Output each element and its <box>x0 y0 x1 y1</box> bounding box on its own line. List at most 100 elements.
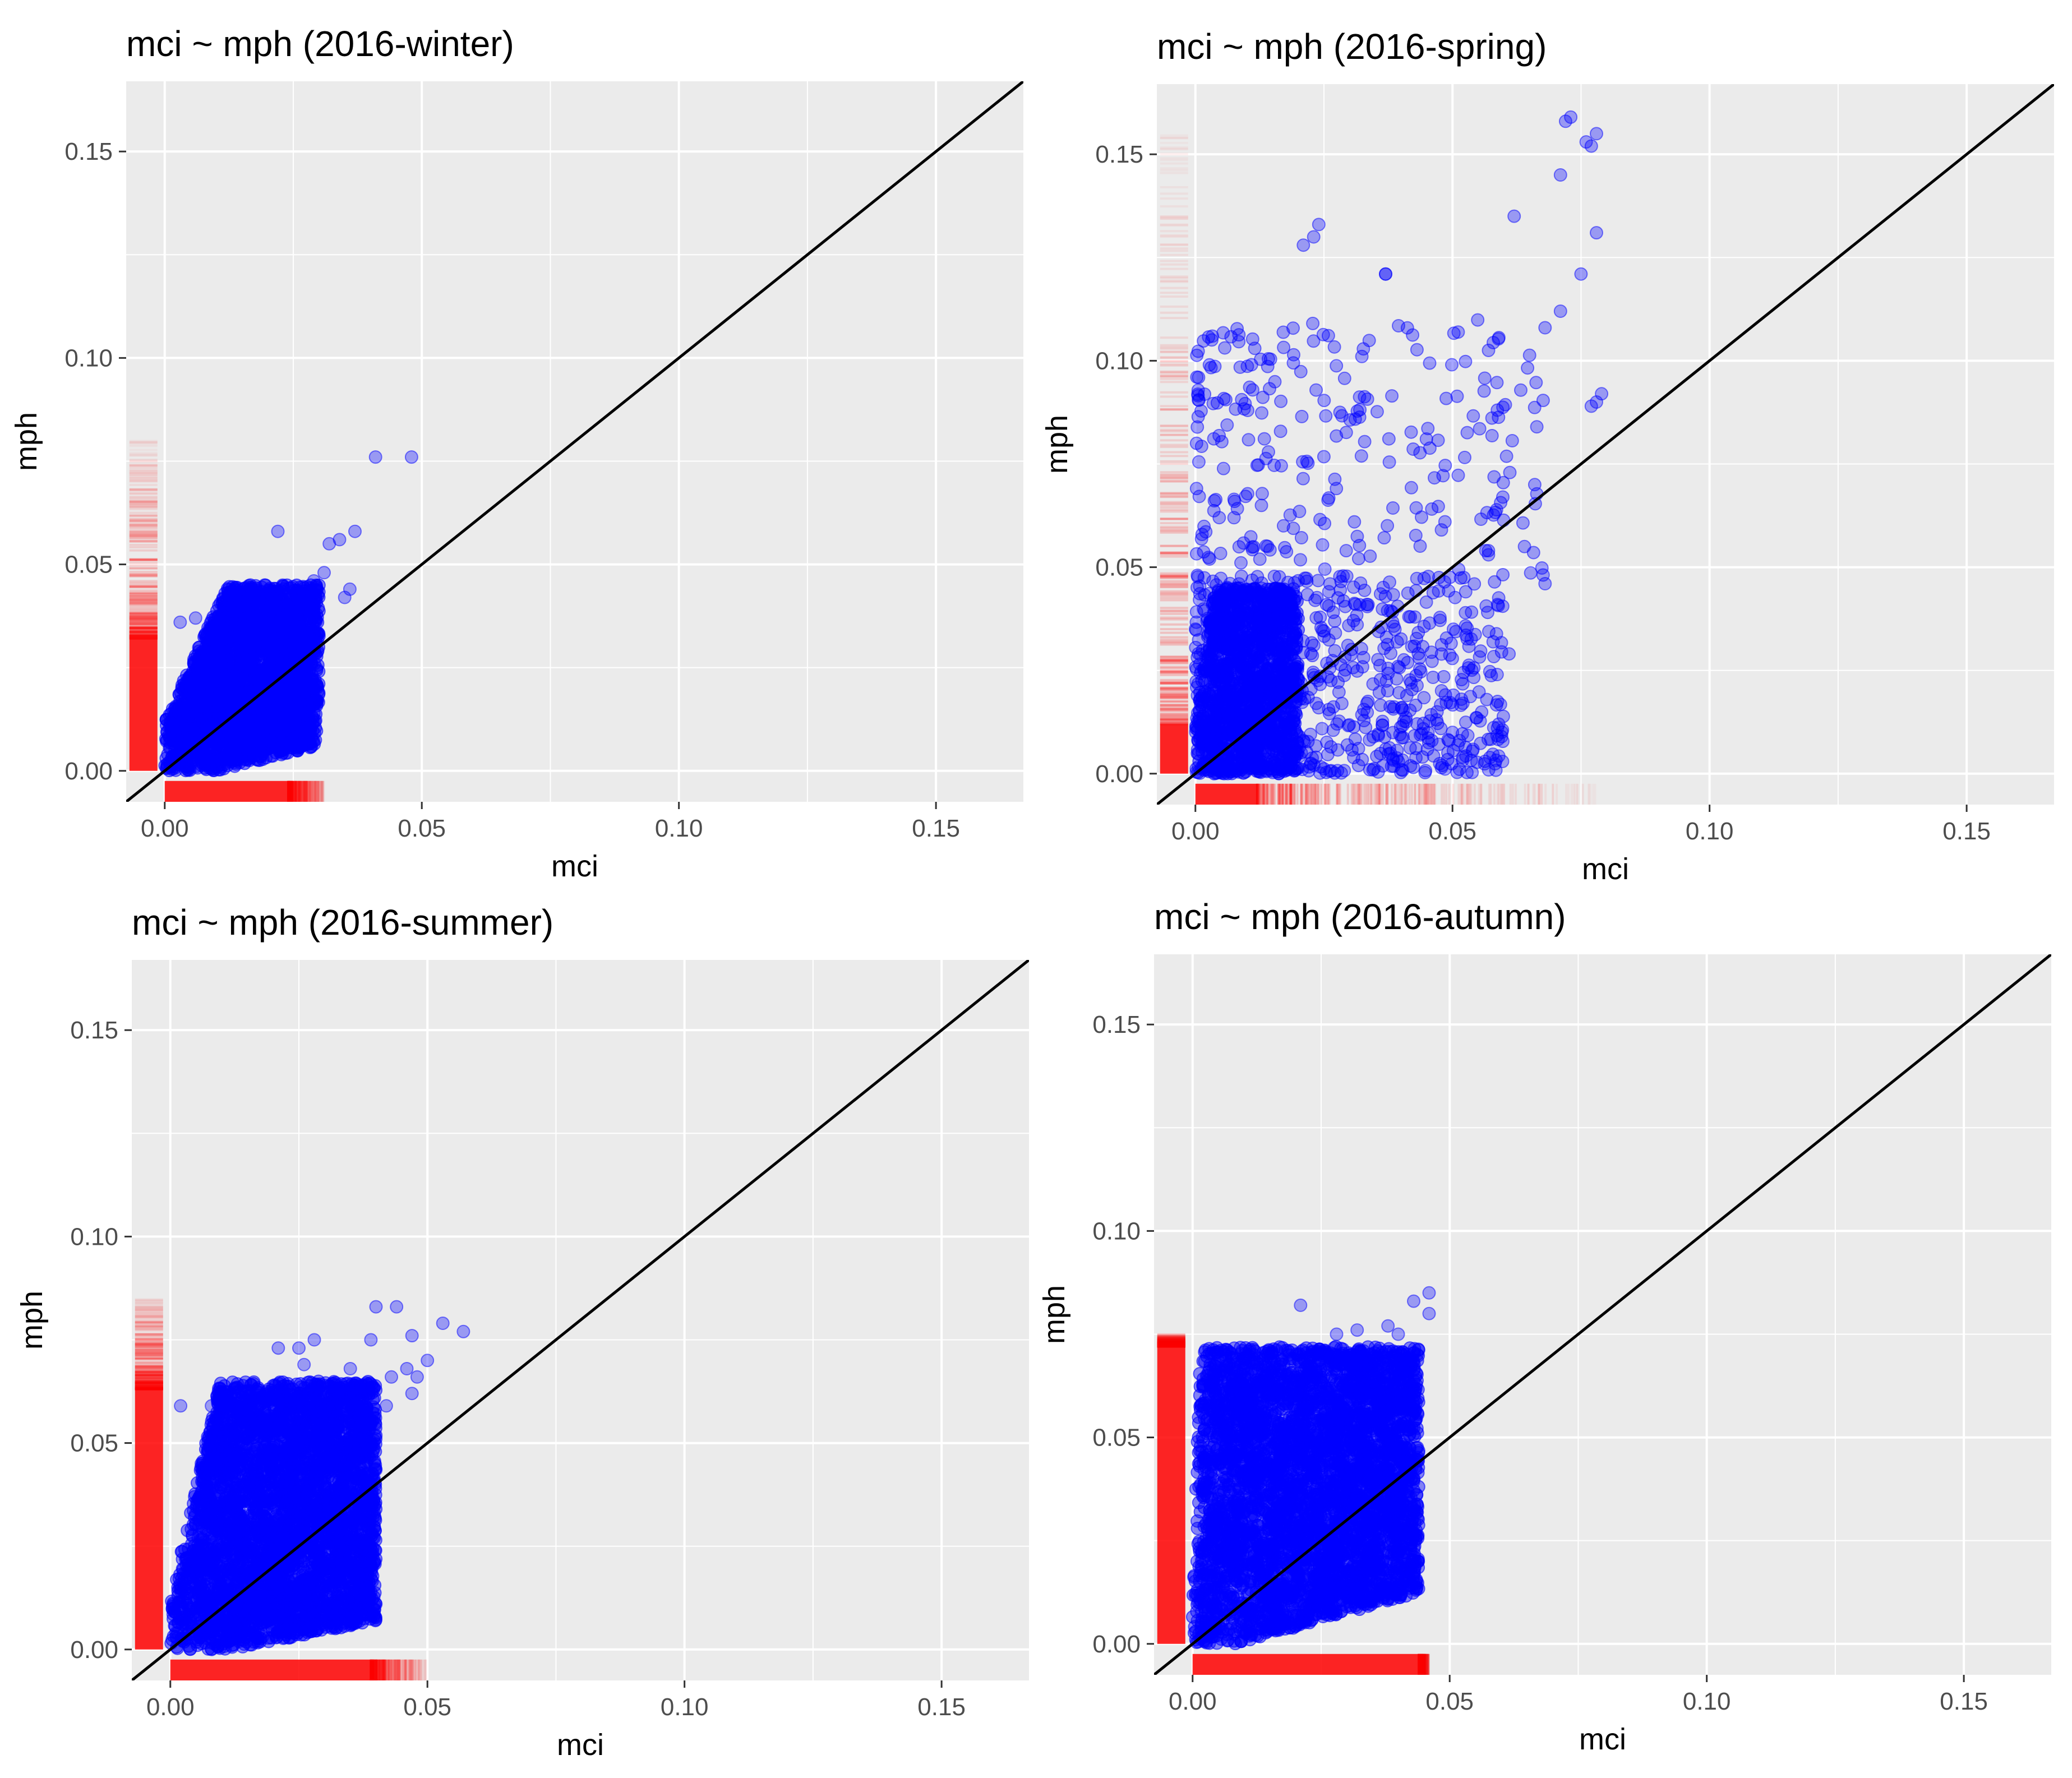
x-rug-tick <box>1480 783 1483 805</box>
x-rug-tick <box>1493 783 1496 805</box>
x-rug-tick <box>301 781 303 802</box>
y-rug-tick <box>129 602 158 605</box>
x-rug-tick <box>1379 783 1382 805</box>
y-rug-tick <box>1160 163 1188 165</box>
x-rug-tick <box>294 781 297 802</box>
x-rug-tick <box>314 781 317 802</box>
y-rug-tick <box>129 526 158 529</box>
y-rug-tick <box>1160 496 1188 498</box>
y-rug-tick <box>1160 405 1188 408</box>
x-rug-tick <box>317 781 320 802</box>
x-rug-tick <box>312 781 315 802</box>
y-rug-tick <box>129 562 158 565</box>
x-rug-tick <box>1452 783 1455 805</box>
y-rug-tick <box>129 505 158 508</box>
x-rug-tick <box>295 781 298 802</box>
y-rug-tick <box>129 621 158 624</box>
x-rug-tick <box>1461 783 1464 805</box>
x-rug-tick <box>304 781 307 802</box>
y-rug-tick <box>129 483 158 486</box>
y-rug-tick <box>129 524 158 527</box>
x-rug-tick <box>293 781 296 802</box>
data-point <box>196 650 210 664</box>
y-rug-tick <box>1160 612 1188 615</box>
y-rug-tick <box>1160 446 1188 449</box>
x-rug-tick <box>312 781 315 802</box>
y-rug-tick <box>1160 610 1188 613</box>
y-rug-tick <box>129 475 158 478</box>
x-rug-tick <box>1373 783 1376 805</box>
y-rug-tick <box>129 617 158 620</box>
x-rug-tick <box>308 781 311 802</box>
y-rug-tick <box>1160 377 1188 380</box>
y-rug-tick <box>129 636 158 639</box>
data-point <box>178 712 192 726</box>
y-rug-tick <box>1160 631 1188 634</box>
x-rug <box>164 781 288 802</box>
y-rug-tick <box>1160 243 1188 246</box>
y-rug-tick <box>129 627 158 630</box>
y-rug-tick <box>129 597 158 600</box>
x-rug-tick <box>296 781 299 802</box>
y-rug-tick <box>129 594 158 597</box>
x-rug-tick <box>311 781 314 802</box>
x-rug-tick <box>314 781 317 802</box>
y-rug-tick <box>1160 197 1188 200</box>
x-rug-tick <box>1511 783 1514 805</box>
y-rug-tick <box>129 636 158 639</box>
x-rug-tick <box>299 781 302 802</box>
data-point <box>188 677 202 691</box>
x-rug-tick <box>288 781 290 802</box>
y-rug-tick <box>129 498 158 501</box>
x-rug-tick <box>288 781 291 802</box>
x-rug-tick <box>297 781 299 802</box>
x-rug-tick <box>1284 783 1286 805</box>
y-rug-tick <box>129 574 158 577</box>
x-tick-label: 0.00 <box>141 815 189 842</box>
x-rug-tick <box>296 781 298 802</box>
x-rug-tick <box>316 781 319 802</box>
y-rug-tick <box>129 459 158 462</box>
data-point <box>308 673 322 687</box>
y-rug-tick <box>129 585 158 588</box>
y-rug-tick <box>129 631 158 634</box>
x-rug-tick <box>313 781 316 802</box>
data-point <box>287 705 300 719</box>
y-rug-tick <box>129 595 158 598</box>
grid <box>126 81 1023 802</box>
data-point <box>168 731 182 745</box>
data-point <box>338 590 352 604</box>
x-rug-tick <box>1527 783 1530 805</box>
data-point <box>251 641 264 655</box>
y-rug-tick <box>1160 344 1188 347</box>
x-rug-tick <box>1570 783 1573 805</box>
y-rug-tick <box>129 488 158 491</box>
y-rug-tick <box>1160 357 1188 359</box>
y-rug-tick <box>129 488 158 491</box>
y-rug-tick <box>129 598 158 601</box>
x-rug-tick <box>1408 783 1411 805</box>
x-rug-tick <box>1540 783 1543 805</box>
x-rug-tick <box>292 781 295 802</box>
y-rug-tick <box>1160 530 1188 533</box>
x-rug-tick <box>312 781 315 802</box>
x-rug-tick <box>294 781 297 802</box>
y-rug-tick <box>129 533 158 536</box>
y-rug-tick <box>129 559 158 562</box>
y-rug-tick <box>129 538 158 541</box>
x-rug-tick <box>303 781 306 802</box>
x-rug-tick <box>317 781 320 802</box>
x-rug-tick <box>289 781 292 802</box>
y-rug-tick <box>1160 501 1188 504</box>
y-rug-tick <box>1160 700 1188 703</box>
x-rug-tick <box>321 781 324 802</box>
x-rug-tick <box>315 781 317 802</box>
x-rug-tick <box>308 781 311 802</box>
y-rug-tick <box>129 618 158 621</box>
y-rug-tick <box>129 574 158 577</box>
x-rug-tick <box>290 781 293 802</box>
y-rug-tick <box>129 631 158 634</box>
x-rug-tick <box>1414 783 1416 805</box>
x-rug-tick <box>289 781 292 802</box>
x-rug-tick <box>1339 783 1341 805</box>
